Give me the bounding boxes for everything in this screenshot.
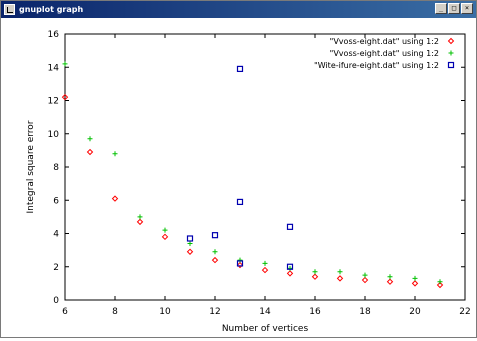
x-tick-label: 12 — [209, 307, 220, 317]
plot-frame — [64, 33, 466, 301]
y-tick-label: 0 — [53, 296, 59, 306]
data-point — [336, 275, 344, 282]
data-point — [62, 61, 68, 67]
data-point — [187, 240, 193, 246]
data-point — [311, 273, 319, 280]
data-point — [286, 263, 294, 270]
data-point — [137, 214, 143, 220]
data-point — [287, 265, 293, 271]
axis-ticks: 6 8 10 12 14 16 18 20 22 0 2 4 6 8 10 12 14 16 — [48, 30, 471, 317]
data-point — [86, 148, 94, 156]
data-point — [411, 280, 419, 287]
data-point — [436, 281, 444, 289]
series-1 — [61, 93, 444, 289]
data-point — [236, 65, 244, 73]
x-tick-label: 6 — [62, 307, 68, 317]
y-tick-label: 16 — [48, 30, 60, 40]
x-tick-label: 20 — [409, 307, 421, 317]
data-point — [211, 256, 219, 264]
data-point — [136, 218, 144, 226]
data-point — [186, 235, 194, 242]
window-controls: _ □ × — [435, 3, 473, 14]
x-tick-label: 18 — [359, 307, 371, 317]
minimize-button[interactable]: _ — [435, 3, 447, 14]
data-point — [112, 151, 118, 157]
x-axis-label: Number of vertices — [222, 324, 309, 334]
data-point — [412, 275, 418, 281]
data-point — [61, 93, 69, 101]
y-tick-label: 6 — [53, 196, 59, 206]
data-point — [236, 198, 244, 206]
data-point — [161, 233, 169, 241]
data-point — [437, 279, 443, 285]
data-point — [162, 227, 168, 233]
legend-marker — [447, 37, 455, 45]
x-tick-label: 10 — [159, 307, 171, 317]
window-title: gnuplot graph — [19, 5, 84, 14]
data-point — [261, 266, 269, 274]
legend-label: "Vvoss-eight.dat" using 1:2 — [330, 37, 439, 46]
scatter-chart: 6 8 10 12 14 16 18 20 22 0 2 4 6 8 10 12 14 16 "Vvoss-eig… — [26, 30, 471, 334]
series-2 — [62, 61, 443, 285]
data-point — [236, 261, 244, 269]
title-bar[interactable]: gnuplot graph _ □ × — [1, 1, 476, 18]
x-tick-label: 14 — [259, 307, 271, 317]
maximize-button[interactable]: □ — [448, 3, 460, 14]
y-axis-label: Integral square error — [26, 120, 36, 213]
data-point — [186, 248, 194, 255]
data-point — [211, 232, 219, 239]
data-point — [212, 249, 218, 255]
y-tick-label: 2 — [53, 263, 59, 273]
series-3 — [186, 65, 294, 270]
data-point — [286, 270, 294, 277]
data-point — [387, 274, 393, 280]
data-point — [286, 223, 294, 230]
data-point — [361, 276, 369, 284]
gnuplot-app-icon — [4, 4, 15, 15]
y-tick-label: 4 — [53, 230, 59, 240]
data-point — [312, 269, 318, 275]
data-point — [262, 260, 268, 266]
legend: "Vvoss-eight.dat" using 1:2 "Vvoss-eight.… — [314, 37, 455, 70]
y-tick-label: 10 — [48, 130, 60, 140]
data-point — [236, 260, 244, 267]
legend-marker — [447, 61, 455, 69]
x-tick-label: 22 — [459, 307, 470, 317]
x-tick-label: 8 — [112, 307, 118, 317]
legend-marker — [448, 50, 454, 56]
y-tick-label: 14 — [48, 63, 60, 73]
data-point — [337, 269, 343, 275]
data-point — [111, 195, 119, 202]
y-tick-label: 12 — [48, 97, 59, 107]
data-point — [87, 136, 93, 142]
y-tick-label: 8 — [53, 163, 59, 173]
data-point — [386, 278, 394, 285]
data-points — [61, 61, 444, 289]
close-button[interactable]: × — [461, 3, 473, 14]
plot-area: 6 8 10 12 14 16 18 20 22 0 2 4 6 8 10 12 14 16 "Vvoss-eig… — [1, 18, 476, 337]
data-point — [237, 257, 243, 263]
legend-label: "Vvoss-eight.dat" using 1:2 — [330, 49, 439, 58]
x-tick-label: 16 — [309, 307, 321, 317]
legend-label: "Wite-ifure-eight.dat" using 1:2 — [314, 61, 439, 70]
data-point — [362, 272, 368, 278]
